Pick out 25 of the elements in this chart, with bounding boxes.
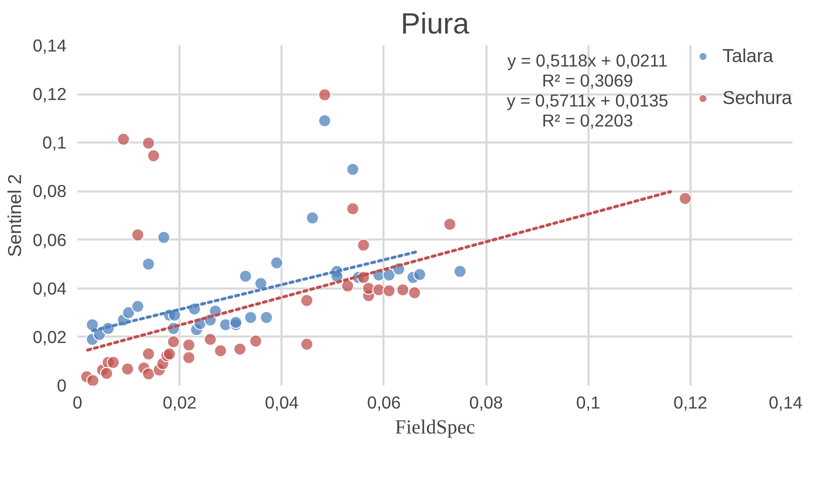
y-tick-label: 0,08 — [32, 181, 67, 202]
annotation: R² = 0,3069 — [542, 70, 634, 90]
x-tick-label: 0,14 — [768, 392, 803, 412]
y-tick-label: 0,06 — [32, 230, 67, 250]
x-tick-label: 0,06 — [367, 392, 401, 412]
x-tick-label: 0 — [72, 392, 82, 412]
y-tick-label: 0,02 — [32, 326, 67, 347]
y-tick-label: 0,14 — [32, 36, 67, 56]
annotation: y = 0,5711x + 0,0135 — [506, 90, 668, 110]
chart-title: Piura — [400, 8, 470, 40]
x-tick-label: 0,02 — [162, 392, 197, 412]
x-tick-label: 0,04 — [264, 392, 300, 412]
legend-label: Sechura — [722, 87, 792, 109]
x-tick-label: 0,1 — [576, 392, 600, 412]
annotation: y = 0,5118x + 0,0211 — [507, 50, 668, 70]
x-tick-label: 0,12 — [673, 392, 708, 412]
y-tick-label: 0,04 — [32, 278, 67, 298]
x-tick-label: 0,08 — [469, 392, 503, 412]
legend-label: Talara — [722, 45, 774, 67]
x-axis-title: FieldSpec — [395, 416, 476, 438]
y-axis-title: Sentinel 2 — [4, 174, 25, 257]
y-tick-label: 0 — [56, 376, 67, 396]
y-tick-label: 0,12 — [32, 84, 67, 104]
annotation: R² = 0,2203 — [542, 110, 634, 130]
y-tick-label: 0,1 — [42, 132, 67, 153]
